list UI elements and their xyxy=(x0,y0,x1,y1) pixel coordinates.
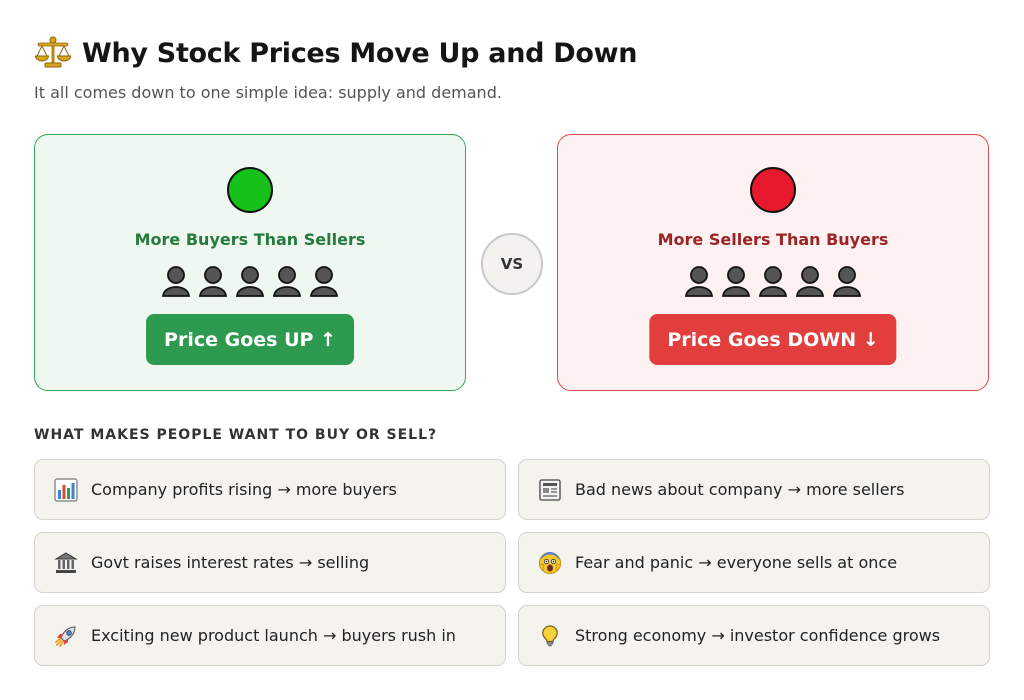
balance-scale-icon xyxy=(34,36,72,68)
sellers-heading: More Sellers Than Buyers xyxy=(657,230,889,249)
factor-text: Company profits rising → more buyers xyxy=(91,480,397,499)
lightbulb-icon xyxy=(537,623,563,649)
people-row xyxy=(558,265,988,297)
person-icon xyxy=(310,266,338,297)
person-icon xyxy=(796,266,824,297)
person-icon xyxy=(759,266,787,297)
person-icon xyxy=(685,266,713,297)
people-row xyxy=(35,265,465,297)
factor-card: Exciting new product launch → buyers rus… xyxy=(34,605,506,666)
factor-card: Bad news about company → more sellers xyxy=(518,459,990,520)
rocket-icon xyxy=(53,623,79,649)
factor-card: Govt raises interest rates → selling xyxy=(34,532,506,593)
red-indicator-icon xyxy=(750,167,796,213)
person-icon xyxy=(199,266,227,297)
factors-heading: WHAT MAKES PEOPLE WANT TO BUY OR SELL? xyxy=(34,427,438,443)
sellers-panel: More Sellers Than Buyers Price Goes DOWN… xyxy=(557,134,989,391)
price-down-button[interactable]: Price Goes DOWN ↓ xyxy=(649,314,897,365)
factor-text: Govt raises interest rates → selling xyxy=(91,553,370,572)
factor-card: Strong economy → investor confidence gro… xyxy=(518,605,990,666)
vs-badge: VS xyxy=(481,233,543,295)
page-header: Why Stock Prices Move Up and Down xyxy=(34,36,638,70)
person-icon xyxy=(162,266,190,297)
buyers-panel: More Buyers Than Sellers Price Goes UP ↑ xyxy=(34,134,466,391)
factor-text: Exciting new product launch → buyers rus… xyxy=(91,626,456,645)
factor-card: Fear and panic → everyone sells at once xyxy=(518,532,990,593)
factor-card: Company profits rising → more buyers xyxy=(34,459,506,520)
person-icon xyxy=(833,266,861,297)
person-icon xyxy=(236,266,264,297)
page-subtitle: It all comes down to one simple idea: su… xyxy=(34,83,502,102)
bar-chart-icon xyxy=(53,477,79,503)
page-title: Why Stock Prices Move Up and Down xyxy=(82,37,638,69)
factor-text: Fear and panic → everyone sells at once xyxy=(575,553,898,572)
price-up-button[interactable]: Price Goes UP ↑ xyxy=(146,314,354,365)
factor-text: Strong economy → investor confidence gro… xyxy=(575,626,941,645)
scared-face-icon xyxy=(537,550,563,576)
bank-icon xyxy=(53,550,79,576)
newspaper-icon xyxy=(537,477,563,503)
person-icon xyxy=(722,266,750,297)
person-icon xyxy=(273,266,301,297)
factor-text: Bad news about company → more sellers xyxy=(575,480,905,499)
buyers-heading: More Buyers Than Sellers xyxy=(134,230,366,249)
green-indicator-icon xyxy=(227,167,273,213)
